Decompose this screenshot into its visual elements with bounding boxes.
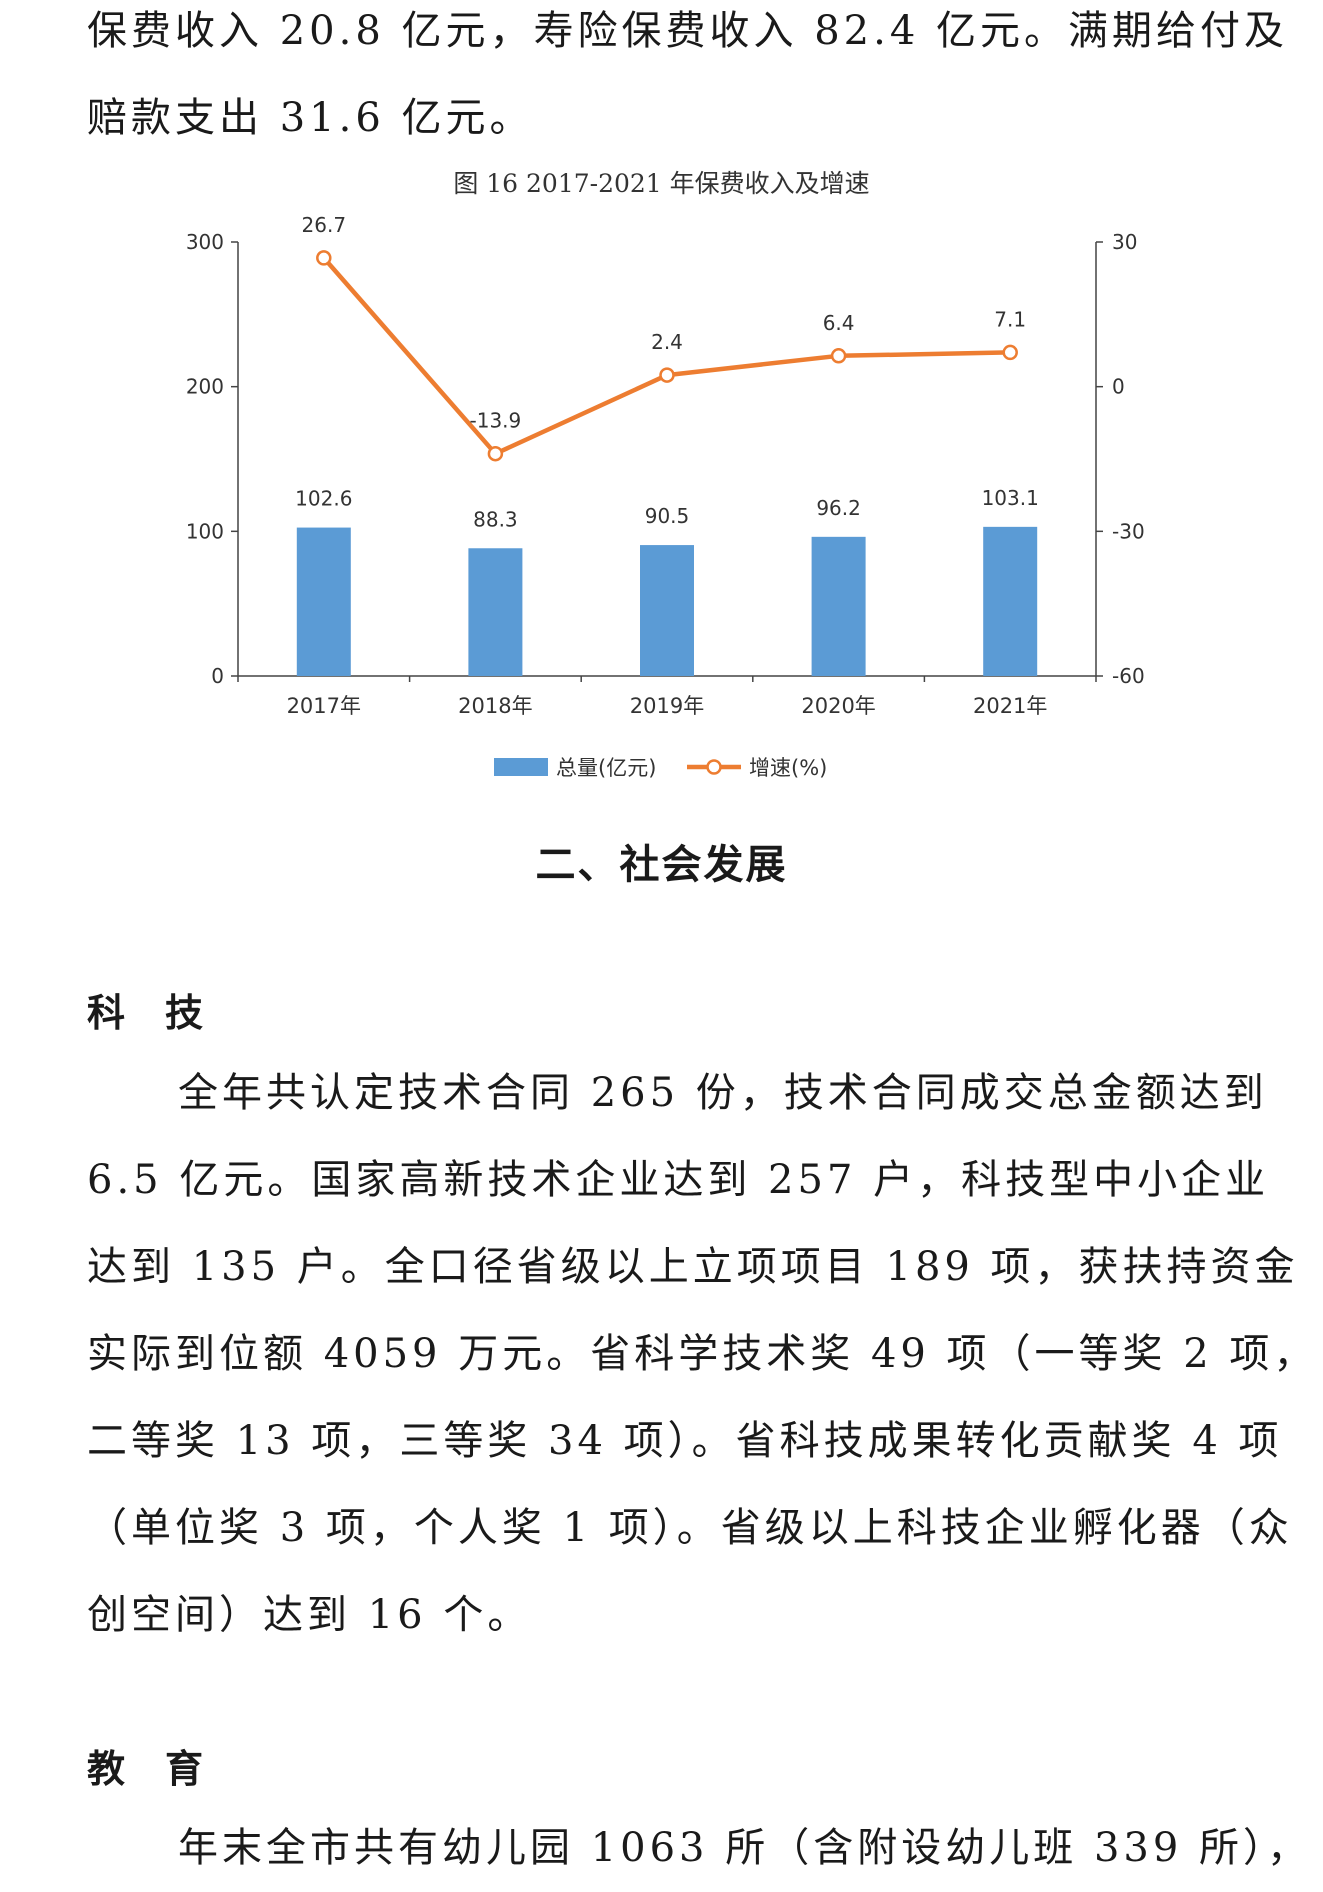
chart-axes: 0 100 200 300 -60 -30 0 30 2017年 2018年 2019年 2020年 2… bbox=[186, 230, 1145, 718]
line-point bbox=[316, 250, 332, 266]
paragraph-line: （单位奖 3 项，个人奖 1 项）。省级以上科技企业孵化器（众 bbox=[87, 1505, 1293, 1551]
paragraph-line: 达到 135 户。全口径省级以上立项项目 189 项，获扶持资金 bbox=[87, 1244, 1299, 1290]
paragraph-line: 赔款支出 31.6 亿元。 bbox=[87, 95, 534, 141]
line-data-label: 26.7 bbox=[302, 213, 347, 237]
line-data-label: 2.4 bbox=[651, 330, 683, 354]
line-data-label: 7.1 bbox=[994, 307, 1026, 331]
right-tick-label: 0 bbox=[1112, 375, 1125, 399]
top-paragraph: 保费收入 20.8 亿元，寿险保费收入 82.4 亿元。满期给付及 赔款支出 3… bbox=[87, 0, 1288, 162]
bar-data-label: 88.3 bbox=[473, 507, 518, 531]
paragraph-line: 二等奖 13 项，三等奖 34 项）。省科技成果转化贡献奖 4 项 bbox=[87, 1418, 1283, 1464]
tech-paragraph: 全年共认定技术合同 265 份，技术合同成交总金额达到 6.5 亿元。国家高新技… bbox=[87, 1050, 1318, 1659]
right-tick-label: -60 bbox=[1112, 664, 1145, 688]
bar bbox=[640, 545, 694, 676]
legend-bar-swatch bbox=[494, 758, 548, 776]
paragraph-line: 保费收入 20.8 亿元，寿险保费收入 82.4 亿元。满期给付及 bbox=[87, 8, 1288, 54]
x-tick-label: 2019年 bbox=[630, 694, 704, 718]
x-tick-label: 2017年 bbox=[287, 694, 361, 718]
bar bbox=[296, 527, 351, 676]
x-tick-label: 2018年 bbox=[458, 694, 532, 718]
growth-line bbox=[322, 256, 1011, 456]
line-data-label: -13.9 bbox=[470, 409, 522, 433]
chart-line: 26.7 -13.9 2.4 6.4 7.1 bbox=[302, 213, 1026, 462]
bar-data-label: 90.5 bbox=[645, 504, 690, 528]
paragraph-line: 年末全市共有幼儿园 1063 所（含附设幼儿班 339 所）， bbox=[178, 1825, 1312, 1871]
left-tick-label: 100 bbox=[186, 519, 224, 543]
chart-legend: 总量(亿元) 增速(%) bbox=[494, 756, 827, 780]
left-tick-label: 0 bbox=[211, 664, 224, 688]
paragraph-line: 全年共认定技术合同 265 份，技术合同成交总金额达到 bbox=[178, 1070, 1268, 1116]
chart-bars: 102.6 88.3 90.5 96.2 103.1 bbox=[295, 486, 1039, 676]
x-tick-label: 2020年 bbox=[801, 694, 875, 718]
paragraph-line: 6.5 亿元。国家高新技术企业达到 257 户，科技型中小企业 bbox=[87, 1157, 1270, 1203]
education-heading: 教育 bbox=[87, 1747, 244, 1791]
line-point bbox=[659, 367, 675, 383]
line-point bbox=[487, 445, 504, 462]
left-tick-label: 200 bbox=[186, 375, 224, 399]
line-data-label: 6.4 bbox=[823, 311, 855, 335]
right-tick-label: -30 bbox=[1112, 519, 1145, 543]
bar bbox=[811, 536, 866, 676]
premium-income-chart: 0 100 200 300 -60 -30 0 30 2017年 2018年 2019年 2020年 2… bbox=[186, 213, 1145, 780]
legend-bar-label: 总量(亿元) bbox=[556, 756, 656, 780]
line-point bbox=[1002, 344, 1018, 361]
bar-data-label: 102.6 bbox=[295, 487, 352, 511]
right-tick-label: 30 bbox=[1112, 230, 1137, 254]
x-tick-label: 2021年 bbox=[973, 694, 1047, 718]
bar-data-label: 103.1 bbox=[982, 486, 1039, 510]
bar-data-label: 96.2 bbox=[816, 496, 861, 520]
legend-line-label: 增速(%) bbox=[749, 756, 827, 780]
education-paragraph: 年末全市共有幼儿园 1063 所（含附设幼儿班 339 所）， bbox=[87, 1805, 1312, 1892]
tech-heading: 科技 bbox=[87, 991, 244, 1035]
bar bbox=[468, 548, 523, 676]
paragraph-line: 实际到位额 4059 万元。省科学技术奖 49 项（一等奖 2 项， bbox=[87, 1331, 1318, 1377]
line-point bbox=[830, 348, 847, 364]
bar bbox=[983, 526, 1038, 676]
figure-caption: 图 16 2017-2021 年保费收入及增速 bbox=[453, 169, 870, 198]
left-tick-label: 300 bbox=[186, 230, 224, 254]
legend-line-marker bbox=[706, 759, 722, 775]
paragraph-line: 创空间）达到 16 个。 bbox=[87, 1592, 532, 1638]
section-title: 二、社会发展 bbox=[535, 842, 788, 888]
